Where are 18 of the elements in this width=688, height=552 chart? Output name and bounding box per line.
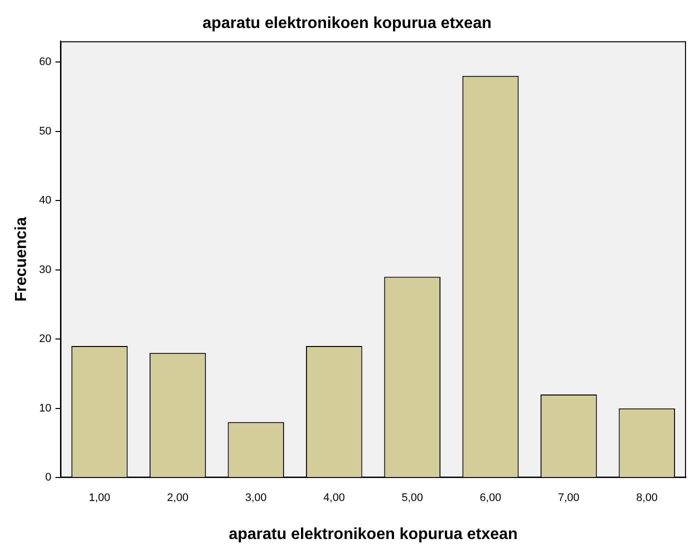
y-tick-label: 40 bbox=[39, 194, 52, 207]
y-tick-label: 60 bbox=[39, 56, 52, 68]
x-tick-label: 5,00 bbox=[402, 492, 424, 504]
x-tick-label: 7,00 bbox=[558, 492, 580, 504]
y-tick-label: 0 bbox=[45, 472, 52, 484]
x-tick-label: 6,00 bbox=[480, 492, 502, 504]
x-tick-label: 3,00 bbox=[245, 492, 267, 504]
x-tick-label: 4,00 bbox=[323, 492, 345, 504]
x-axis-title: aparatu elektronikoen kopurua etxean bbox=[228, 526, 518, 543]
y-tick-label: 30 bbox=[39, 264, 52, 276]
x-tick-label: 1,00 bbox=[88, 492, 110, 504]
y-axis-title: Frecuencia bbox=[13, 217, 30, 302]
chart-title: aparatu elektronikoen kopurua etxean bbox=[202, 15, 492, 32]
y-tick-label: 20 bbox=[39, 333, 52, 346]
y-tick-label: 50 bbox=[39, 125, 52, 138]
x-tick-label: 2,00 bbox=[167, 492, 188, 504]
y-tick-label: 10 bbox=[39, 402, 52, 414]
x-tick-label: 8,00 bbox=[636, 492, 658, 504]
